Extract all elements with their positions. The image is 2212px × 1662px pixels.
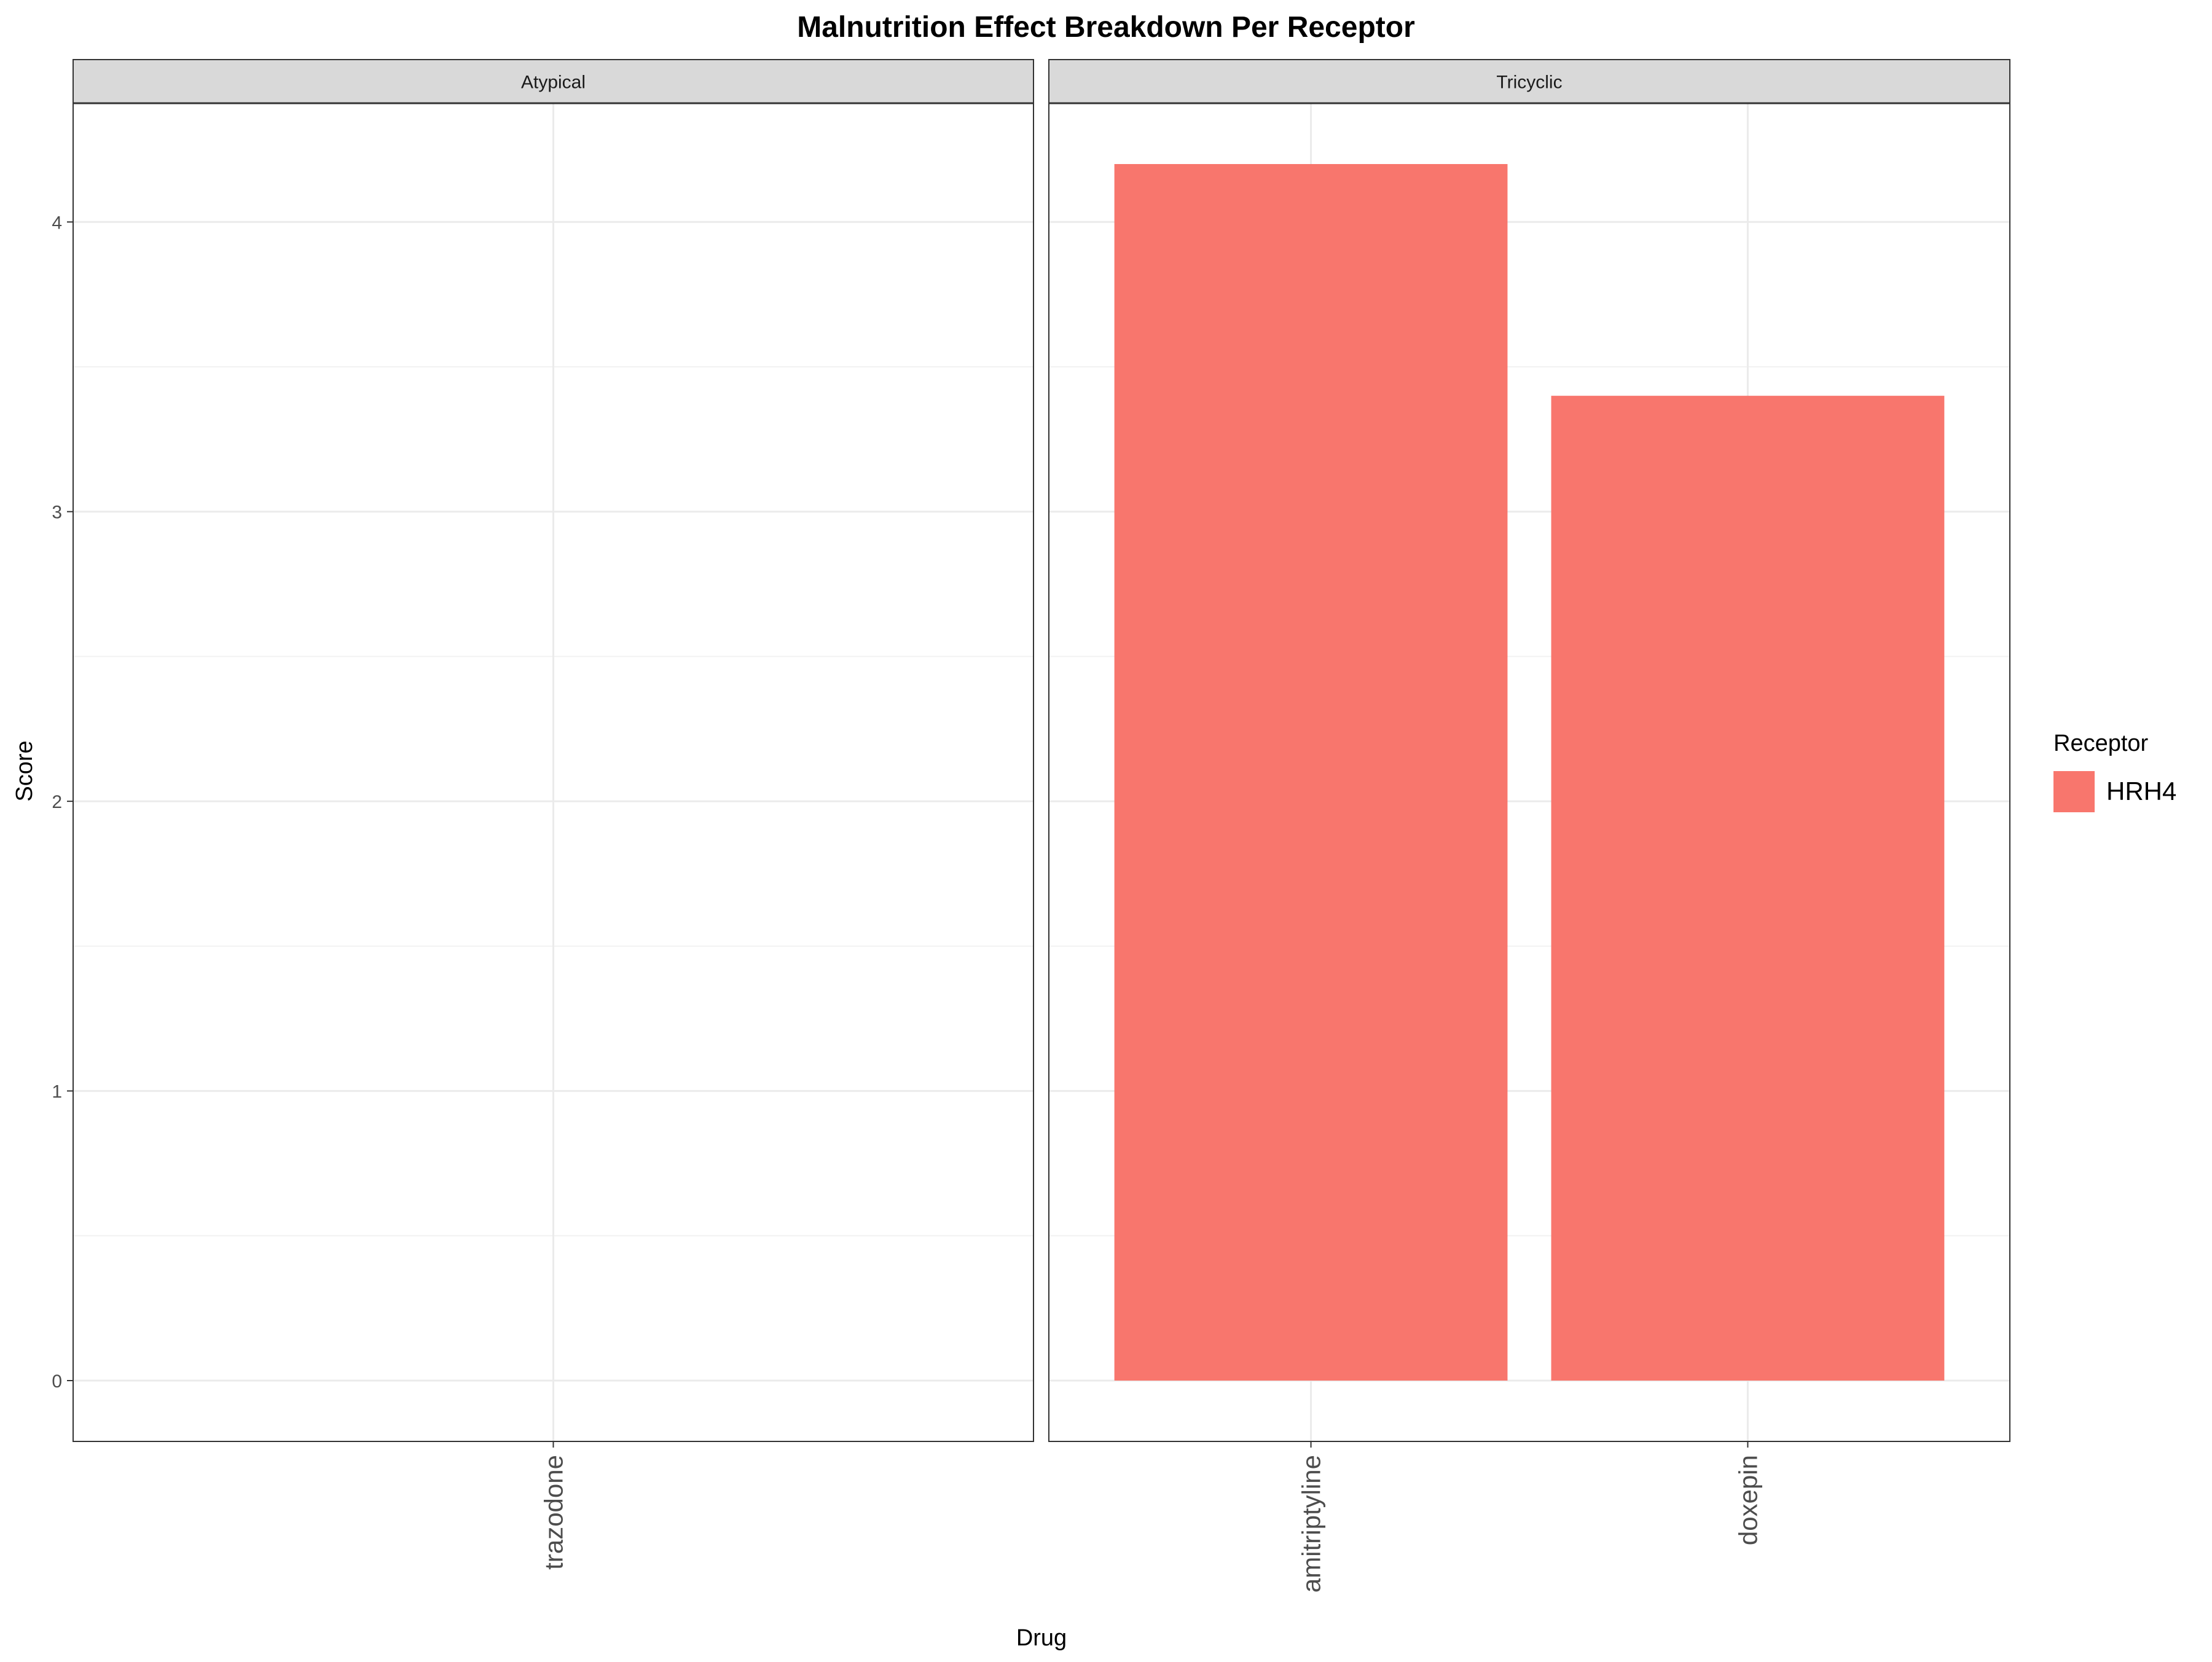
- facet-strip-label: Atypical: [521, 73, 586, 93]
- y-tick-label: 1: [52, 1082, 62, 1102]
- bar-doxepin: [1551, 396, 1945, 1381]
- y-tick-label: 3: [52, 503, 62, 523]
- x-axis-label: Drug: [1016, 1625, 1067, 1651]
- y-tick-label: 2: [52, 792, 62, 812]
- y-axis: 0 1 2 3 4: [52, 213, 73, 1392]
- legend-label-hrh4: HRH4: [2106, 777, 2176, 806]
- facet-panel-tricyclic: Tricyclic amitriptyline doxepin: [1048, 59, 2010, 1593]
- facet-strip: [73, 59, 1034, 104]
- facet-strip: [1048, 59, 2010, 104]
- bar-amitriptyline: [1114, 164, 1508, 1381]
- y-tick-label: 0: [52, 1371, 62, 1392]
- x-tick-label-amitriptyline: amitriptyline: [1297, 1455, 1326, 1593]
- chart-title: Malnutrition Effect Breakdown Per Recept…: [797, 11, 1415, 44]
- x-tick-label-trazodone: trazodone: [539, 1455, 568, 1570]
- legend: Receptor HRH4: [2053, 731, 2176, 812]
- x-tick-label-doxepin: doxepin: [1733, 1455, 1762, 1545]
- facets: Atypical trazodone Tricyclic amitriptyline d…: [73, 59, 2010, 1593]
- facet-strip-label: Tricyclic: [1496, 73, 1562, 93]
- legend-title: Receptor: [2053, 731, 2149, 756]
- facet-panel-atypical: Atypical trazodone: [73, 59, 1034, 1570]
- y-axis-label: Score: [12, 740, 37, 801]
- legend-swatch-hrh4: [2053, 771, 2095, 812]
- y-tick-label: 4: [52, 213, 62, 233]
